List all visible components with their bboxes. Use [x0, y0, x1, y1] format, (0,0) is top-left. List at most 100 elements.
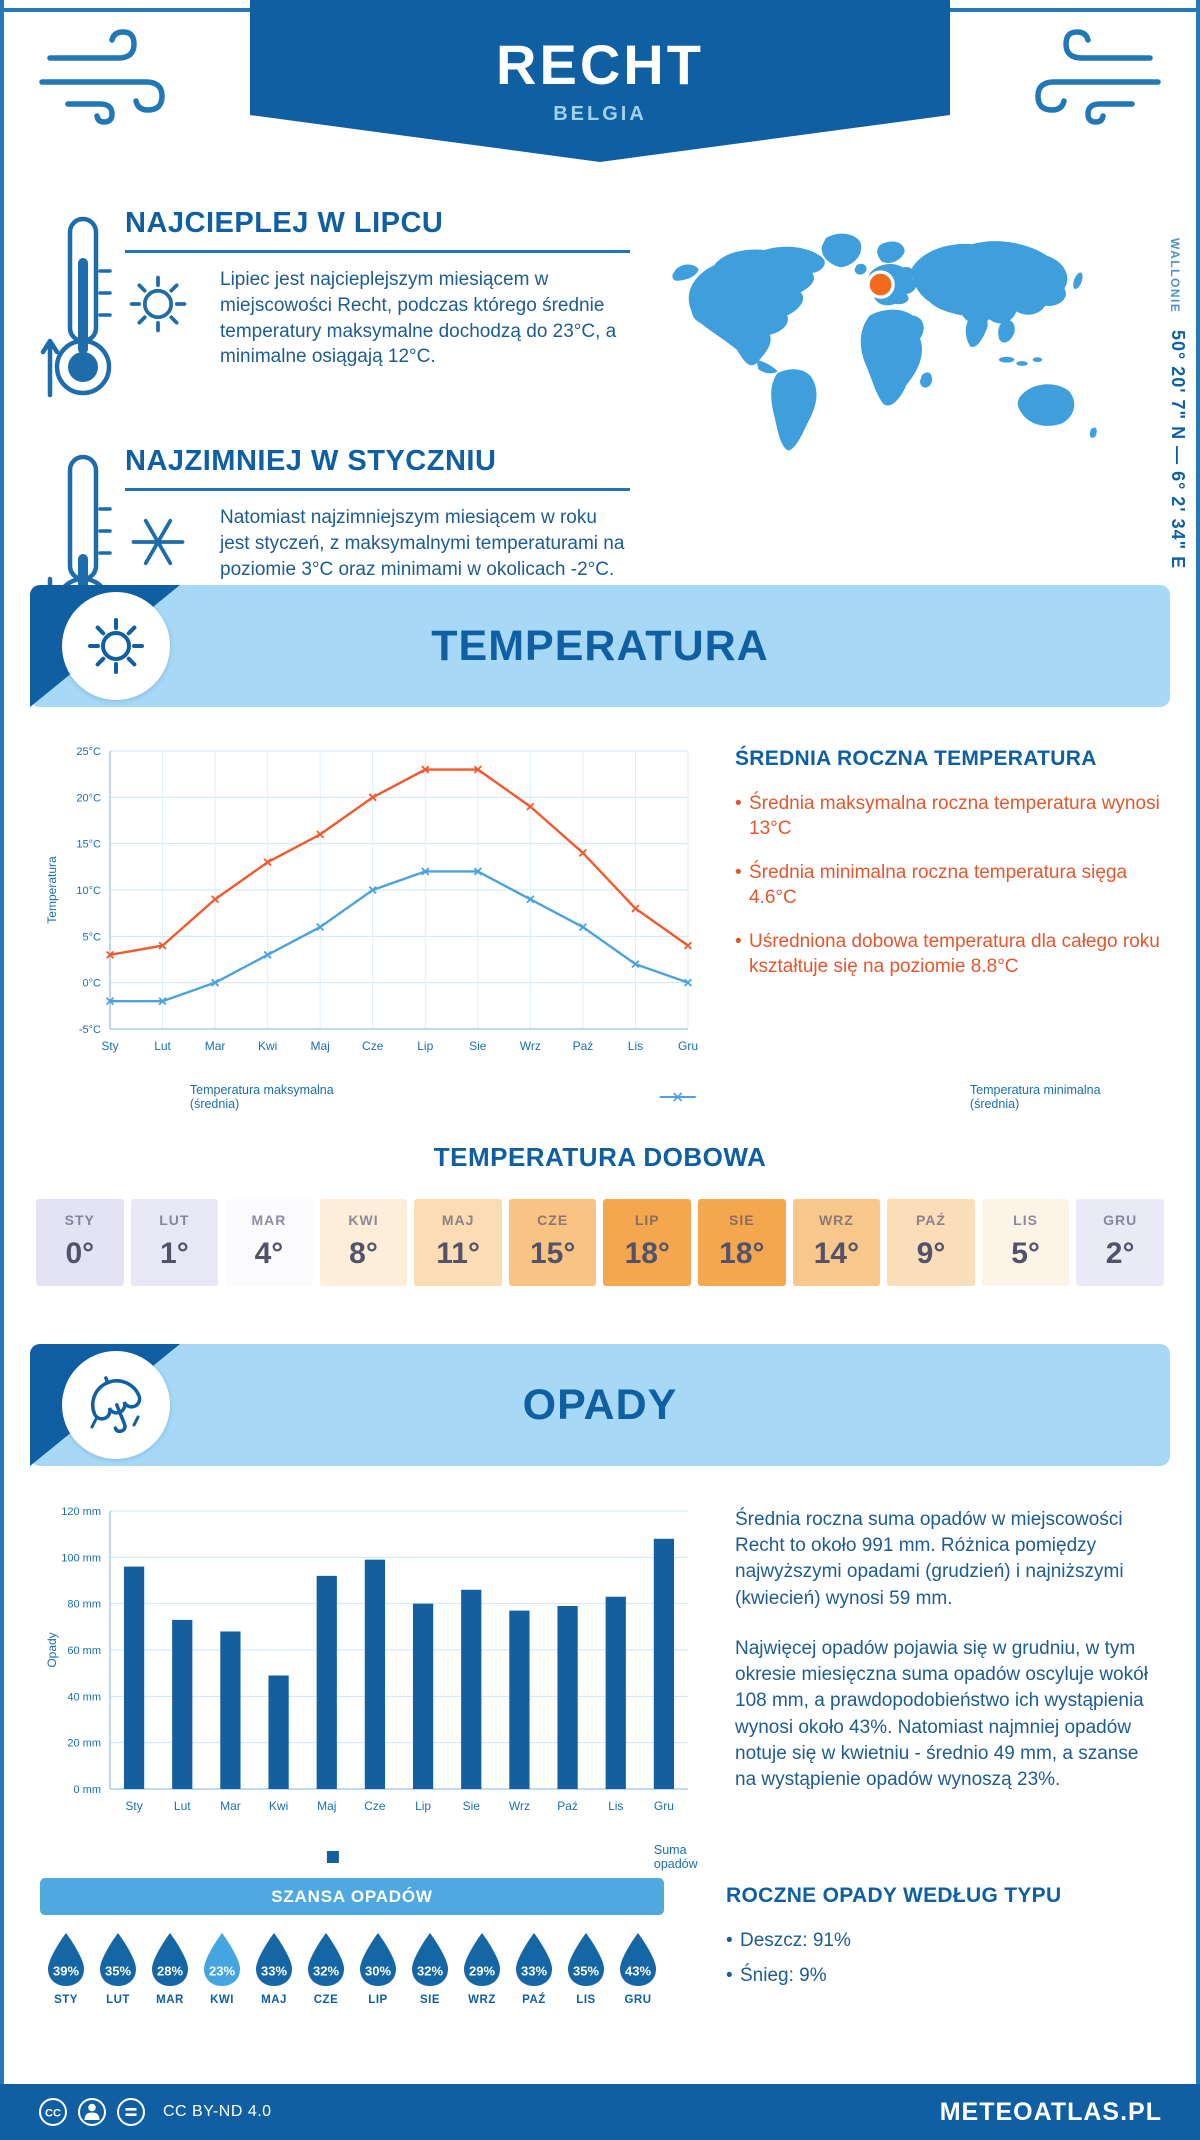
precip-paragraph: Najwięcej opadów pojawia się w grudniu, …	[735, 1637, 1148, 1790]
daily-temp-month: CZE	[537, 1212, 569, 1228]
precipitation-paragraphs: Średnia roczna suma opadów w miejscowośc…	[735, 1507, 1160, 1793]
chance-month-label: MAJ	[261, 1994, 287, 2006]
svg-text:Lut: Lut	[154, 1039, 171, 1053]
svg-text:Sie: Sie	[469, 1039, 487, 1053]
svg-text:43%: 43%	[625, 1964, 651, 1979]
svg-text:5°C: 5°C	[83, 931, 102, 943]
warmest-heading: NAJCIEPLEJ W LIPCU	[125, 207, 630, 253]
temperature-details-section: -5°C 0°C 5°C 10°C 15°C 20°C 25°C Sty Lut Mar Kwi Ma…	[42, 735, 1160, 1111]
chance-month-label: KWI	[210, 1994, 234, 2006]
chance-droplet: 32% SIE	[404, 1930, 456, 2006]
svg-text:Sie: Sie	[463, 1799, 481, 1813]
svg-text:-5°C: -5°C	[79, 1024, 101, 1036]
daily-temp-value: 15°	[529, 1237, 576, 1270]
droplet-icon: 23%	[204, 1933, 240, 1986]
svg-text:Sty: Sty	[125, 1799, 142, 1813]
bullet-item: Uśredniona dobowa temperatura dla całego…	[735, 929, 1160, 980]
chance-month-label: MAR	[156, 1994, 184, 2006]
chance-month-label: LIS	[576, 1994, 596, 2006]
svg-text:Maj: Maj	[317, 1799, 336, 1813]
sun-icon	[125, 267, 220, 370]
brand-logo[interactable]: METEOATLAS.PL	[939, 2097, 1162, 2126]
svg-text:32%: 32%	[313, 1964, 339, 1979]
svg-text:40 mm: 40 mm	[67, 1691, 101, 1703]
droplet-icon: 33%	[256, 1933, 292, 1986]
svg-text:Wrz: Wrz	[509, 1799, 530, 1813]
chance-month-label: GRU	[624, 1994, 652, 2006]
svg-text:30%: 30%	[365, 1964, 391, 1979]
sun-badge-icon	[62, 592, 170, 700]
attribution-person-icon[interactable]	[77, 2097, 107, 2127]
daily-temp-cell: SIE 18°	[698, 1199, 786, 1286]
header-banner: RECHT BELGIA	[250, 0, 950, 162]
legend-item: Suma opadów	[19, 1843, 730, 1871]
precipitation-details-section: 0 mm 20 mm 40 mm 60 mm 80 mm 100 mm 120 mm Sty L…	[42, 1495, 1160, 1871]
legend-item: Temperatura minimalna (średnia)	[392, 1083, 1129, 1111]
precipitation-text: Średnia roczna suma opadów w miejscowośc…	[707, 1495, 1160, 1871]
region-label: WALLONIE	[1168, 238, 1182, 314]
svg-text:Wrz: Wrz	[520, 1039, 541, 1053]
svg-text:Lip: Lip	[415, 1799, 431, 1813]
droplet-icon: 35%	[100, 1933, 136, 1986]
daily-temp-month: SIE	[729, 1212, 755, 1228]
svg-text:10°C: 10°C	[76, 885, 101, 897]
svg-text:39%: 39%	[53, 1964, 79, 1979]
svg-text:60 mm: 60 mm	[67, 1645, 101, 1657]
svg-text:Lip: Lip	[417, 1039, 433, 1053]
daily-temp-cell: STY 0°	[36, 1199, 124, 1286]
daily-temp-value: 0°	[65, 1237, 95, 1270]
svg-text:Mar: Mar	[205, 1039, 226, 1053]
svg-text:Paź: Paź	[573, 1039, 594, 1053]
daily-temp-value: 18°	[624, 1237, 670, 1270]
temperature-line-chart: -5°C 0°C 5°C 10°C 15°C 20°C 25°C Sty Lut Mar Kwi Ma…	[45, 746, 698, 1053]
bullet-item: Deszcz: 91%	[726, 1928, 1156, 1954]
chance-droplet: 35% LIS	[560, 1930, 612, 2006]
droplet-icon: 43%	[620, 1933, 656, 1986]
svg-text:15°C: 15°C	[76, 839, 101, 851]
droplet-icon: 39%	[48, 1933, 84, 1986]
page-border-left	[0, 0, 4, 2140]
license-label: CC BY-ND 4.0	[163, 2103, 272, 2120]
no-derivatives-icon[interactable]	[116, 2097, 146, 2127]
annual-temp-bullets: Średnia maksymalna roczna temperatura wy…	[735, 791, 1160, 980]
coordinates-label: 50° 20' 7" N — 6° 2' 34" E	[1168, 330, 1188, 570]
daily-temp-month: KWI	[348, 1212, 379, 1228]
precipitation-bar-chart: 0 mm 20 mm 40 mm 60 mm 80 mm 100 mm 120 mm Sty L…	[45, 1506, 688, 1813]
daily-temp-cell: LUT 1°	[130, 1199, 219, 1286]
bullet-item: Średnia maksymalna roczna temperatura wy…	[735, 791, 1160, 842]
temperature-banner-title: TEMPERATURA	[431, 622, 769, 670]
precip-chance-droplets: 39% STY 35% LUT 28% MAR 23% KWI 33% MAJ 32% CZE 30% L…	[40, 1930, 664, 2006]
bullet-item: Średnia minimalna roczna temperatura się…	[735, 860, 1160, 911]
license-group: CC CC BY-ND 4.0	[38, 2097, 272, 2127]
annual-temp-heading: ŚREDNIA ROCZNA TEMPERATURA	[735, 747, 1097, 770]
droplet-icon: 32%	[412, 1933, 448, 1986]
daily-temp-value: 8°	[349, 1237, 378, 1270]
daily-temp-cell: LIP 18°	[603, 1199, 692, 1286]
svg-text:29%: 29%	[469, 1964, 495, 1979]
svg-text:120 mm: 120 mm	[61, 1506, 101, 1518]
page-title: RECHT	[496, 33, 704, 96]
daily-temp-month: PAŹ	[916, 1212, 946, 1228]
legend-item: Temperatura maksymalna (średnia)	[189, 1083, 334, 1111]
daily-temp-cell: KWI 8°	[319, 1199, 408, 1286]
daily-temp-value: 5°	[1011, 1237, 1040, 1270]
chance-droplet: 33% MAJ	[248, 1930, 300, 2006]
daily-temp-cell: GRU 2°	[1076, 1199, 1164, 1286]
intro-text-column: NAJCIEPLEJ W LIPCU Lipiec jest najcieple…	[40, 205, 630, 647]
temperature-chart-box: -5°C 0°C 5°C 10°C 15°C 20°C 25°C Sty Lut Mar Kwi Ma…	[42, 735, 1101, 1111]
temperature-chart-legend: Temperatura maksymalna (średnia) Temperat…	[42, 1083, 1101, 1111]
precipitation-chart-legend: Suma opadów	[42, 1843, 707, 1871]
svg-text:Cze: Cze	[364, 1799, 386, 1813]
svg-text:Mar: Mar	[220, 1799, 241, 1813]
svg-text:CC: CC	[45, 2108, 61, 2120]
chance-month-label: STY	[54, 1994, 78, 2006]
cc-icon[interactable]: CC	[38, 2097, 68, 2127]
droplet-icon: 29%	[464, 1933, 500, 1986]
svg-text:100 mm: 100 mm	[61, 1552, 101, 1564]
daily-temp-month: LUT	[159, 1212, 190, 1228]
svg-text:Gru: Gru	[654, 1799, 674, 1813]
svg-text:25°C: 25°C	[76, 746, 101, 758]
chance-droplet: 23% KWI	[196, 1930, 248, 2006]
daily-temp-month: WRZ	[818, 1212, 854, 1228]
chance-droplet: 28% MAR	[144, 1930, 196, 2006]
